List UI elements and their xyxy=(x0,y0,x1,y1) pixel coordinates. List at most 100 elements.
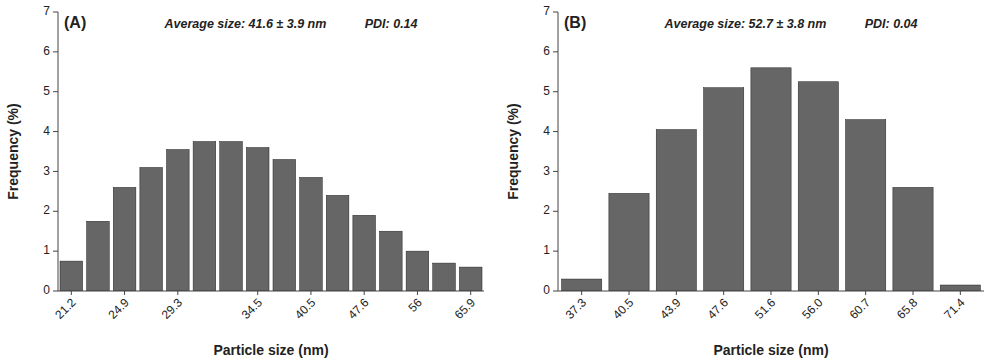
annotation: Average size: 41.6 ± 3.9 nm xyxy=(164,17,327,31)
y-tick xyxy=(53,91,58,92)
x-tick-label: 56.0 xyxy=(799,295,826,322)
x-tick xyxy=(71,291,72,295)
charts: 0123456721.224.929.334.540.547.65665.9Pa… xyxy=(0,0,1000,363)
bar xyxy=(166,150,189,291)
bar xyxy=(300,177,323,291)
bar xyxy=(220,142,243,291)
x-tick xyxy=(723,291,724,295)
y-tick-label: 3 xyxy=(43,164,50,178)
bar xyxy=(846,120,886,291)
y-tick xyxy=(553,291,558,292)
x-tick xyxy=(960,291,961,295)
x-tick xyxy=(417,291,418,295)
bar xyxy=(326,195,349,291)
x-tick-label: 34.5 xyxy=(239,295,266,322)
y-tick-label: 1 xyxy=(43,243,50,257)
y-tick-label: 0 xyxy=(43,283,50,297)
x-tick xyxy=(581,291,582,295)
y-axis xyxy=(558,12,559,291)
y-tick-label: 6 xyxy=(43,44,50,58)
x-axis-label: Particle size (nm) xyxy=(213,342,328,358)
y-tick-label: 3 xyxy=(543,164,550,178)
bar xyxy=(87,221,110,291)
bar xyxy=(609,193,649,291)
bar xyxy=(798,82,838,291)
y-tick-label: 5 xyxy=(43,84,50,98)
x-axis xyxy=(58,291,484,292)
y-tick xyxy=(553,91,558,92)
y-tick-label: 7 xyxy=(43,4,50,18)
x-tick xyxy=(177,291,178,295)
y-tick xyxy=(53,211,58,212)
x-tick-label: 40.5 xyxy=(610,295,637,322)
x-tick xyxy=(818,291,819,295)
plot: 0123456721.224.929.334.540.547.65665.9Pa… xyxy=(5,4,484,358)
x-tick xyxy=(124,291,125,295)
y-tick xyxy=(553,12,558,13)
bar xyxy=(459,267,482,291)
bar xyxy=(433,263,456,291)
y-tick-label: 4 xyxy=(543,124,550,138)
x-tick-label: 40.5 xyxy=(292,295,319,322)
bar xyxy=(140,167,163,291)
bar xyxy=(940,285,980,291)
y-tick-label: 4 xyxy=(43,124,50,138)
y-tick xyxy=(53,131,58,132)
y-axis xyxy=(58,12,59,291)
bar xyxy=(751,68,791,291)
annotation: PDI: 0.14 xyxy=(365,17,418,31)
bar xyxy=(562,279,602,291)
y-tick xyxy=(553,171,558,172)
bar xyxy=(406,251,429,291)
bars xyxy=(562,68,981,291)
bar xyxy=(353,215,376,291)
bar xyxy=(193,142,216,291)
x-tick xyxy=(364,291,365,295)
y-tick-label: 5 xyxy=(543,84,550,98)
x-tick-label: 65.9 xyxy=(452,295,479,322)
x-tick xyxy=(470,291,471,295)
annotation: PDI: 0.04 xyxy=(865,17,918,31)
x-tick-label: 24.9 xyxy=(106,295,133,322)
x-tick-label: 47.6 xyxy=(705,295,732,322)
x-tick xyxy=(629,291,630,295)
y-tick-label: 7 xyxy=(543,4,550,18)
bar xyxy=(60,261,83,291)
x-tick-label: 37.3 xyxy=(563,295,590,322)
x-tick-label: 43.9 xyxy=(657,295,684,322)
y-tick xyxy=(53,251,58,252)
x-tick xyxy=(257,291,258,295)
bar xyxy=(656,130,696,291)
x-tick-label: 56 xyxy=(405,295,425,315)
x-tick xyxy=(865,291,866,295)
y-tick-label: 1 xyxy=(543,243,550,257)
panel-label: (B) xyxy=(564,14,586,31)
x-tick-label: 51.6 xyxy=(752,295,779,322)
panel-label: (A) xyxy=(64,14,86,31)
y-axis-label: Frequency (%) xyxy=(505,103,521,199)
x-tick xyxy=(676,291,677,295)
y-tick xyxy=(53,291,58,292)
x-tick-label: 65.8 xyxy=(894,295,921,322)
y-tick xyxy=(53,171,58,172)
y-tick xyxy=(53,51,58,52)
panel: 0123456737.340.543.947.651.656.060.765.8… xyxy=(500,0,1000,363)
y-tick xyxy=(553,211,558,212)
y-tick-label: 0 xyxy=(543,283,550,297)
bar xyxy=(704,88,744,291)
bars xyxy=(60,142,482,291)
y-tick xyxy=(553,51,558,52)
y-tick-label: 2 xyxy=(43,203,50,217)
bar xyxy=(273,159,296,291)
y-tick xyxy=(553,251,558,252)
bar xyxy=(246,148,269,291)
x-axis-label: Particle size (nm) xyxy=(713,342,828,358)
x-tick-label: 47.6 xyxy=(345,295,372,322)
x-tick-label: 29.3 xyxy=(159,295,186,322)
y-tick xyxy=(553,131,558,132)
y-tick-label: 2 xyxy=(543,203,550,217)
x-tick xyxy=(771,291,772,295)
annotation: Average size: 52.7 ± 3.8 nm xyxy=(664,17,827,31)
bar xyxy=(893,187,933,291)
bar xyxy=(113,187,136,291)
